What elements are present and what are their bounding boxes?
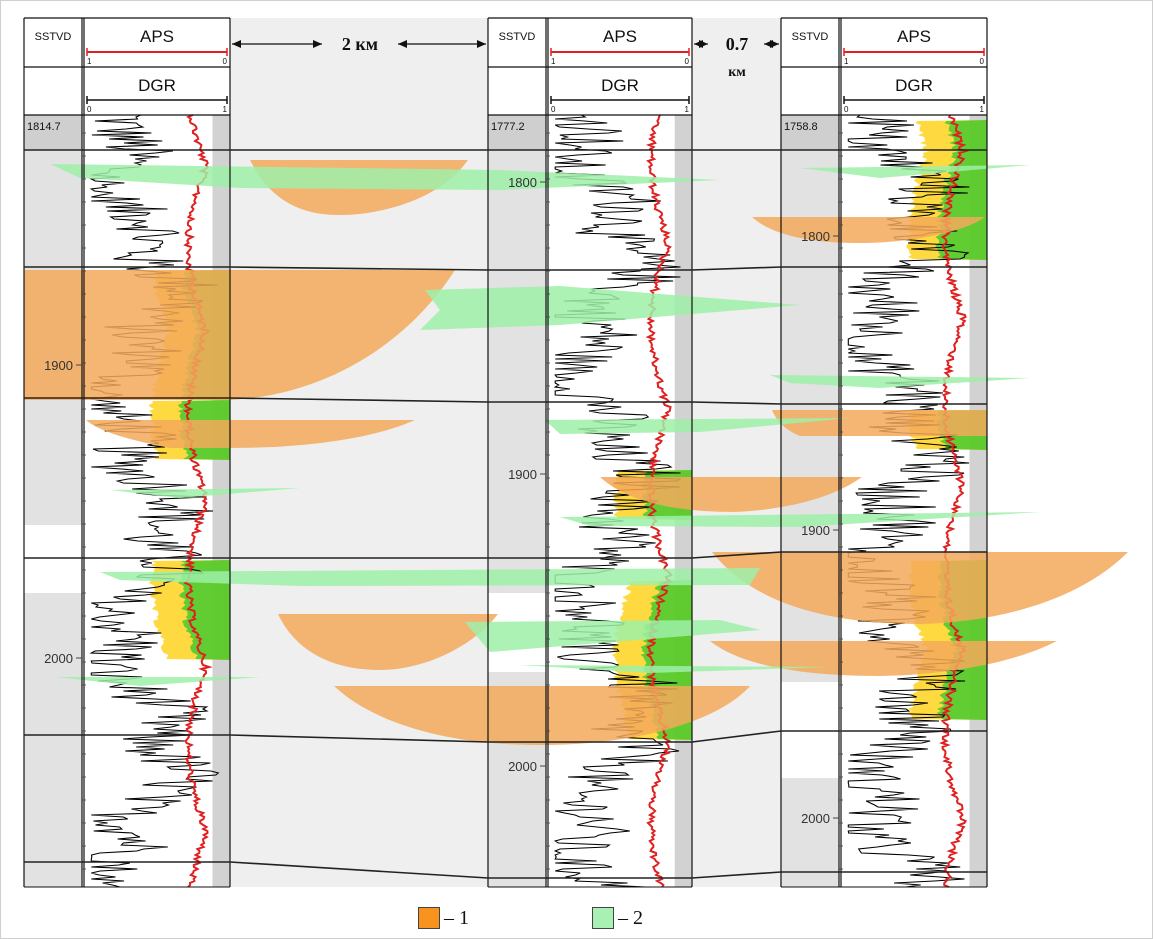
distance-arrow-right-head: [770, 40, 779, 48]
depth-tick-label: 2000: [44, 651, 73, 666]
gap-header-1: [230, 18, 488, 115]
aps-scale-min: 1: [87, 57, 92, 66]
thin-layer: [800, 165, 1030, 178]
dgr-curve: [847, 114, 970, 888]
correlation-line: [24, 266, 987, 271]
depth-column-label: SSTVD: [792, 31, 829, 43]
aps-curve-label: APS: [603, 27, 637, 46]
thin-layer: [50, 164, 720, 190]
thin-layer: [55, 677, 260, 686]
aps-scale-min: 1: [844, 57, 849, 66]
sand-lens: [772, 410, 987, 436]
depth-column-label: SSTVD: [35, 31, 72, 43]
top-depth-label: 1758.8: [784, 121, 818, 133]
depth-header-cell: [781, 115, 839, 150]
distance-arrow-right-head: [398, 40, 407, 48]
aps-curve-label: APS: [897, 27, 931, 46]
sand-body: [712, 552, 1128, 624]
sand-lens: [278, 614, 498, 670]
depth-tick-label: 1900: [508, 467, 537, 482]
distance-arrow-left-head: [313, 40, 322, 48]
aps-curve: [939, 114, 970, 888]
dgr-scale-min: 0: [87, 105, 92, 114]
distance-arrow-right-head: [477, 40, 486, 48]
thin-layer: [520, 665, 830, 673]
dgr-scale-min: 0: [551, 105, 556, 114]
gap-header-2: [692, 18, 781, 115]
dgr-scale-max: 1: [223, 105, 228, 114]
aps-curve: [182, 114, 213, 888]
aps-scale-min: 1: [551, 57, 556, 66]
legend-swatch-1: [418, 907, 440, 929]
distance-arrow-left-head: [232, 40, 241, 48]
dgr-curve-label: DGR: [895, 76, 933, 95]
gap-area-1: [230, 115, 488, 887]
sand-lens: [334, 686, 750, 745]
top-depth-label: 1814.7: [27, 121, 61, 133]
depth-tick-label: 2000: [508, 759, 537, 774]
sand-lens: [86, 420, 415, 448]
correlation-line: [24, 730, 987, 743]
depth-tick-label: 1900: [44, 358, 73, 373]
distance-label-2: 0.7: [726, 34, 749, 54]
sand-body: [24, 270, 455, 400]
thin-layer: [100, 568, 760, 586]
depth-header-cell: [488, 115, 546, 150]
dgr-curve: [89, 114, 220, 888]
legend-item-1: – 1: [418, 905, 469, 931]
legend-item-2: – 2: [592, 905, 643, 931]
distance-label-1: 2 км: [342, 34, 378, 54]
depth-tick-label: 1800: [801, 229, 830, 244]
distance-unit-2: км: [728, 65, 746, 80]
depth-tick-label: 1800: [508, 175, 537, 190]
legend-label-2: – 2: [618, 906, 643, 929]
thin-layer: [770, 375, 1030, 388]
thin-layer: [545, 418, 850, 434]
dgr-scale-max: 1: [980, 105, 985, 114]
depth-track-fill: [781, 778, 839, 887]
dgr-curve-label: DGR: [138, 76, 176, 95]
top-depth-label: 1777.2: [491, 121, 525, 133]
legend-swatch-2: [592, 907, 614, 929]
depth-track-fill: [24, 593, 82, 887]
thin-layer: [420, 286, 800, 330]
aps-scale-max: 0: [685, 57, 690, 66]
correlation-line: [24, 861, 987, 879]
correlation-line: [24, 551, 987, 559]
depth-track-fill: [488, 150, 546, 593]
aps-scale-max: 0: [980, 57, 985, 66]
depth-tick-label: 1900: [801, 523, 830, 538]
aps-curve-label: APS: [140, 27, 174, 46]
thin-layer: [560, 512, 1040, 527]
track-right-shade: [212, 115, 230, 887]
thin-layer: [465, 620, 760, 652]
aps-scale-max: 0: [223, 57, 228, 66]
correlation-line: [24, 397, 987, 405]
thin-layer: [110, 488, 300, 498]
depth-header-cell: [24, 115, 82, 150]
dgr-curve-label: DGR: [601, 76, 639, 95]
legend-label-1: – 1: [444, 906, 469, 929]
depth-column-label: SSTVD: [499, 31, 536, 43]
depth-tick-label: 2000: [801, 811, 830, 826]
dgr-scale-max: 1: [685, 105, 690, 114]
distance-arrow-left-head: [699, 40, 708, 48]
sand-lens: [600, 477, 862, 512]
sand-lens: [752, 217, 985, 243]
dgr-scale-min: 0: [844, 105, 849, 114]
